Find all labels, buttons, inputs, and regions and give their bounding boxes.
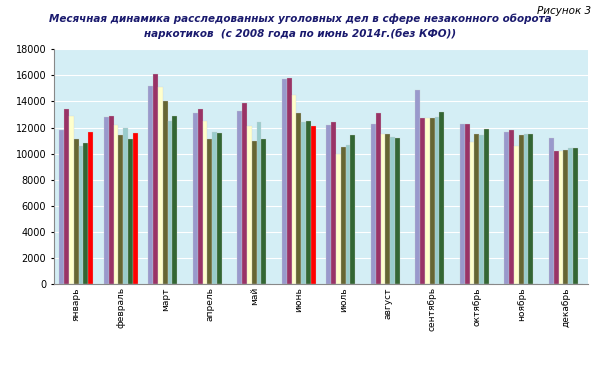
- Bar: [292, 95, 296, 284]
- Bar: [257, 122, 262, 284]
- Bar: [385, 134, 390, 284]
- Bar: [430, 119, 434, 284]
- Bar: [331, 122, 336, 284]
- Bar: [465, 124, 470, 284]
- Bar: [350, 135, 355, 284]
- Bar: [208, 139, 212, 284]
- Bar: [559, 151, 563, 284]
- Bar: [123, 128, 128, 284]
- Bar: [74, 139, 79, 284]
- Bar: [167, 121, 172, 284]
- Text: наркотиков  (с 2008 года по июнь 2014г.(без КФО)): наркотиков (с 2008 года по июнь 2014г.(б…: [144, 28, 456, 39]
- Bar: [282, 79, 287, 284]
- Bar: [519, 135, 524, 284]
- Bar: [262, 139, 266, 284]
- Bar: [172, 116, 177, 284]
- Bar: [524, 134, 529, 284]
- Bar: [113, 125, 118, 284]
- Bar: [568, 149, 573, 284]
- Bar: [88, 132, 93, 284]
- Bar: [296, 113, 301, 284]
- Bar: [549, 138, 554, 284]
- Bar: [479, 135, 484, 284]
- Bar: [133, 133, 137, 284]
- Text: Рисунок 3: Рисунок 3: [537, 6, 591, 16]
- Bar: [203, 121, 208, 284]
- Bar: [484, 129, 489, 284]
- Bar: [346, 144, 350, 284]
- Bar: [118, 135, 123, 284]
- Bar: [514, 146, 519, 284]
- Bar: [336, 154, 341, 284]
- Bar: [163, 102, 167, 284]
- Bar: [425, 119, 430, 284]
- Bar: [59, 130, 64, 284]
- Bar: [380, 134, 385, 284]
- Bar: [554, 151, 559, 284]
- Bar: [109, 116, 113, 284]
- Bar: [390, 137, 395, 284]
- Bar: [341, 147, 346, 284]
- Bar: [158, 87, 163, 284]
- Bar: [69, 116, 74, 284]
- Bar: [439, 112, 444, 284]
- Bar: [529, 134, 533, 284]
- Bar: [238, 111, 242, 284]
- Bar: [563, 150, 568, 284]
- Bar: [505, 132, 509, 284]
- Bar: [104, 117, 109, 284]
- Bar: [217, 133, 222, 284]
- Bar: [311, 126, 316, 284]
- Bar: [148, 86, 153, 284]
- Bar: [153, 74, 158, 284]
- Bar: [193, 113, 198, 284]
- Bar: [83, 143, 88, 284]
- Bar: [79, 146, 83, 284]
- Bar: [326, 125, 331, 284]
- Bar: [573, 149, 578, 284]
- Bar: [470, 142, 475, 284]
- Text: Месячная динамика расследованных уголовных дел в сфере незаконного оборота: Месячная динамика расследованных уголовн…: [49, 13, 551, 24]
- Bar: [509, 130, 514, 284]
- Bar: [242, 103, 247, 284]
- Bar: [252, 141, 257, 284]
- Bar: [475, 134, 479, 284]
- Bar: [460, 124, 465, 284]
- Bar: [247, 126, 252, 284]
- Bar: [434, 117, 439, 284]
- Bar: [306, 121, 311, 284]
- Bar: [128, 139, 133, 284]
- Bar: [212, 132, 217, 284]
- Bar: [198, 109, 203, 284]
- Bar: [287, 78, 292, 284]
- Bar: [395, 138, 400, 284]
- Bar: [64, 109, 69, 284]
- Bar: [371, 124, 376, 284]
- Bar: [376, 113, 380, 284]
- Bar: [415, 90, 420, 284]
- Bar: [301, 122, 306, 284]
- Bar: [420, 119, 425, 284]
